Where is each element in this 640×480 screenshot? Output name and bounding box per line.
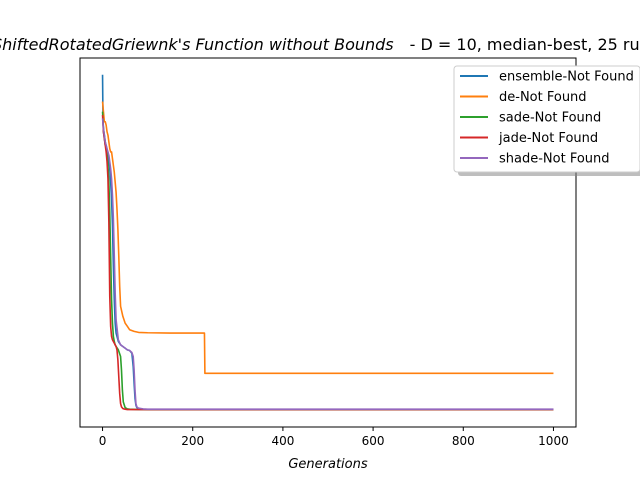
x-tick-label: 800 [452, 434, 475, 448]
x-tick-label: 200 [181, 434, 204, 448]
plot-area [101, 74, 554, 411]
legend-label: de-Not Found [499, 90, 587, 105]
legend-label: sade-Not Found [499, 111, 601, 126]
series-line-de [101, 101, 554, 375]
legend-entry-ensemble: ensemble-Not Found [460, 70, 634, 85]
legend-label: shade-Not Found [499, 152, 610, 167]
x-tick-label: 1000 [538, 434, 569, 448]
series-line-shade [101, 118, 554, 411]
legend-label: ensemble-Not Found [499, 70, 634, 85]
legend-entry-de: de-Not Found [460, 90, 587, 105]
x-axis-ticks: 0 200 400 600 800 1000 [99, 427, 569, 448]
legend: ensemble-Not Found de-Not Found sade-Not F… [453, 65, 640, 176]
x-tick-label: 600 [362, 434, 385, 448]
legend-label: jade-Not Found [498, 131, 598, 146]
x-axis-label: Generations [288, 457, 368, 472]
chart-title-main: ShiftedRotatedGriewnk's Function without… [0, 35, 394, 54]
legend-entry-jade: jade-Not Found [460, 131, 598, 146]
x-tick-label: 0 [99, 434, 107, 448]
chart-title: ShiftedRotatedGriewnk's Function without… [0, 35, 640, 54]
legend-items: ensemble-Not Found de-Not Found sade-Not F… [460, 70, 634, 167]
legend-box [453, 65, 640, 173]
axes-frame [79, 57, 577, 428]
legend-entry-shade: shade-Not Found [460, 152, 610, 167]
chart-title-rest: - D = 10, median-best, 25 ru [410, 35, 640, 54]
x-tick-label: 400 [271, 434, 294, 448]
legend-entry-sade: sade-Not Found [460, 111, 601, 126]
series-line-jade [101, 114, 554, 411]
